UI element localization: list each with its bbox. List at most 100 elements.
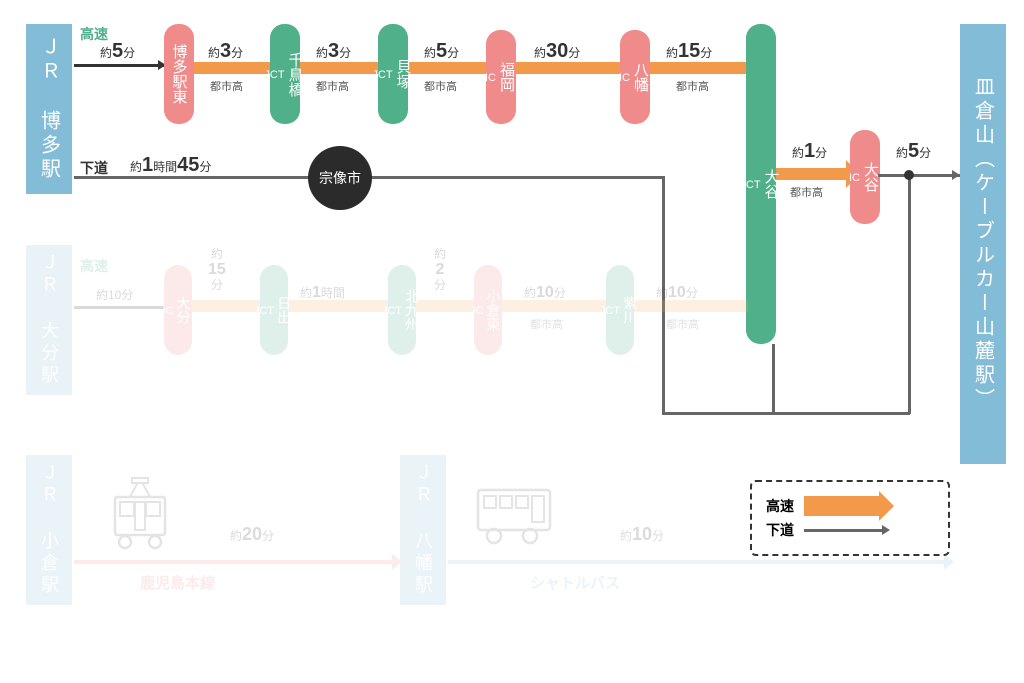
seg-1 [192, 62, 272, 74]
seg-6-label: 都市高 [790, 184, 823, 200]
node-sub: JCT [600, 305, 620, 317]
start-arrow [74, 64, 164, 67]
time-4: 約30分 [534, 40, 580, 63]
fnode-oita-ic: 大分IC [164, 265, 192, 355]
station-yahata-mid: ＪＲ 八幡駅 [400, 455, 446, 605]
legend-label: 下道 [766, 520, 794, 540]
legend-row-express: 高速 [766, 496, 934, 516]
time-6: 約1分 [792, 140, 827, 163]
node-kaizuka: 貝塚JCT [378, 24, 408, 124]
station-kokura: ＪＲ 小倉駅 [26, 455, 72, 605]
route-label-local: 下道 [80, 158, 108, 178]
faded-shuttle-label: シャトルバス [530, 572, 620, 593]
seg-1-label: 都市高 [210, 78, 243, 94]
ftime-0: 約10分 [96, 286, 133, 303]
bus-icon [470, 478, 560, 548]
local-line-7 [878, 174, 960, 177]
legend-box: 高速 下道 [750, 480, 950, 556]
kokura-line-1 [74, 560, 400, 564]
fnode-kitakyushu: 北九州JCT [388, 265, 416, 355]
fnode-kokurahigashi: 小倉東IC [474, 265, 502, 355]
time-1: 約3分 [208, 40, 243, 63]
node-hakata-east: 博多駅東 [164, 24, 194, 124]
station-sarakura: 皿倉山（ケーブルカー山麓駅） [960, 24, 1006, 464]
node-label: 北九州 [402, 289, 422, 331]
ftime-2: 約1時間 [300, 284, 345, 302]
node-chidori: 千鳥橋JCT [270, 24, 300, 124]
faded-kagoshima-label: 鹿児島本線 [140, 572, 215, 593]
seg-5-label: 都市高 [676, 78, 709, 94]
time-7: 約5分 [896, 140, 931, 163]
node-label: 紫川 [620, 296, 640, 324]
seg-3 [406, 62, 488, 74]
node-sub: JCT [740, 179, 760, 191]
kokura-arrow-1 [392, 554, 402, 570]
local-line-3 [662, 412, 774, 415]
local-time: 約1時間45分 [130, 154, 211, 177]
local-line-4 [772, 344, 775, 414]
node-otani-jct: 大谷JCT [746, 24, 776, 344]
station-hakata: ＪＲ 博多駅 [26, 24, 72, 194]
fseg-1 [190, 300, 262, 312]
node-fukuoka: 福岡IC [486, 30, 516, 124]
legend-arrow-thin [804, 529, 884, 532]
node-sub: JCT [372, 69, 392, 81]
node-label: 大分 [174, 296, 194, 324]
node-sub: JCT [264, 69, 284, 81]
munakata-circle: 宗像市 [308, 146, 372, 210]
node-label: 日出 [274, 296, 294, 324]
node-label: 貝塚 [393, 59, 414, 89]
ftime-1: 約15分 [208, 248, 226, 292]
node-sub: JCT [254, 305, 274, 317]
node-sub: IC [485, 72, 496, 84]
time-5: 約15分 [666, 40, 712, 63]
ftime-4: 約10分 [524, 284, 566, 302]
fnode-hiji: 日出JCT [260, 265, 288, 355]
time-3: 約5分 [424, 40, 459, 63]
route-diagram: ＪＲ 博多駅 皿倉山（ケーブルカー山麓駅） 高速 下道 都市高 都市高 都市高 … [0, 0, 1024, 683]
faded-route-label-express: 高速 [80, 256, 108, 276]
node-label: 博多駅東 [169, 44, 190, 104]
node-label: 福岡 [496, 62, 517, 92]
node-sub: JCT [382, 305, 402, 317]
fseg-4-label: 都市高 [530, 316, 563, 332]
local-line-6 [908, 174, 911, 414]
node-sub: IC [163, 305, 174, 317]
station-oita: ＪＲ 大分駅 [26, 245, 72, 395]
ftime-7: 約10分 [620, 524, 664, 545]
legend-label: 高速 [766, 496, 794, 516]
seg-2 [298, 62, 380, 74]
merge-dot [904, 170, 914, 180]
kokura-line-2 [448, 560, 952, 564]
fseg-3 [414, 300, 476, 312]
node-sub: IC [473, 305, 484, 317]
fnode-murasaki: 紫川JCT [606, 265, 634, 355]
node-otani-ic: 大谷IC [850, 130, 880, 224]
node-sub: IC [849, 172, 860, 184]
node-label: 大谷 [761, 169, 782, 199]
seg-6 [774, 168, 852, 180]
tram-icon [100, 472, 180, 552]
local-line-5 [772, 412, 910, 415]
node-sub: IC [619, 72, 630, 84]
node-label: 大谷 [860, 162, 881, 192]
faded-start-arrow [74, 306, 164, 309]
fseg-5-label: 都市高 [666, 316, 699, 332]
node-label: 八幡 [630, 62, 651, 92]
time-0: 約5分 [100, 40, 135, 63]
node-label: 小倉東 [484, 289, 504, 331]
ftime-5: 約10分 [656, 284, 698, 302]
seg-3-label: 都市高 [424, 78, 457, 94]
seg-2-label: 都市高 [316, 78, 349, 94]
ftime-6: 約20分 [230, 524, 274, 545]
kokura-arrow-2 [944, 554, 954, 570]
legend-row-local: 下道 [766, 520, 934, 540]
local-end-arrow [952, 170, 960, 180]
time-2: 約3分 [316, 40, 351, 63]
ftime-3: 約2分 [434, 248, 446, 292]
legend-arrow-thick [804, 496, 884, 516]
seg-4 [514, 62, 622, 74]
node-yahata: 八幡IC [620, 30, 650, 124]
node-label: 千鳥橋 [285, 52, 306, 97]
seg-5 [648, 62, 748, 74]
